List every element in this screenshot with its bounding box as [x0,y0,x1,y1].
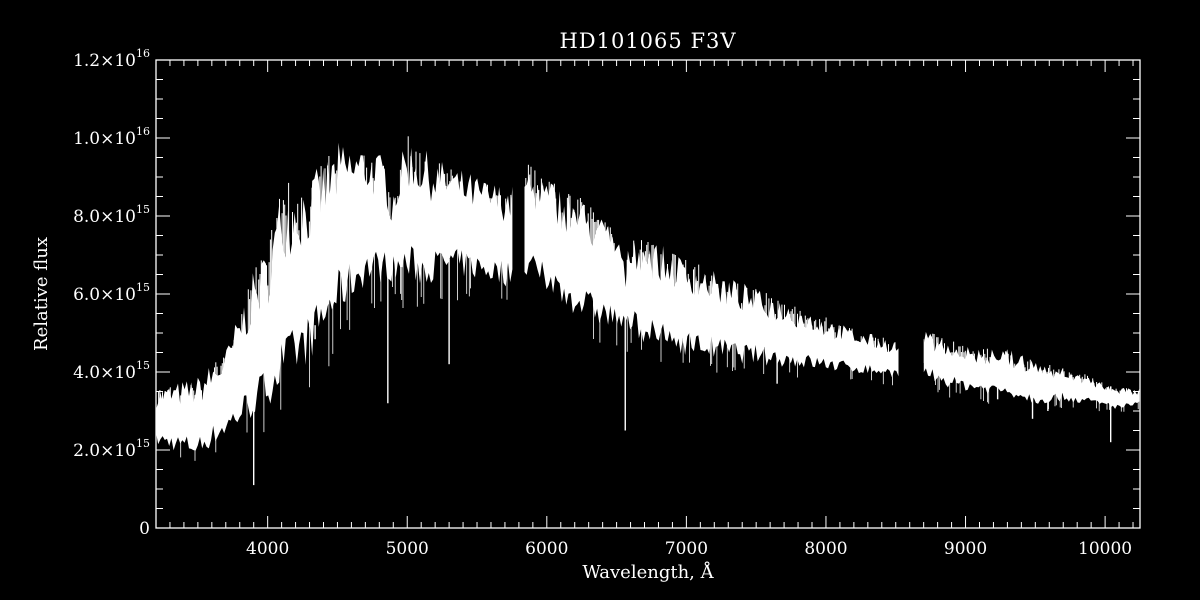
x-tick-label: 5000 [386,539,429,559]
spectrum-segment [923,331,1140,412]
y-tick-label: 1.0×1016 [73,125,150,149]
y-tick-label: 1.2×1016 [73,47,150,71]
x-axis-title: Wavelength, Å [582,561,714,583]
y-tick-label: 2.0×1015 [73,437,150,461]
x-tick-label: 10000 [1078,539,1132,559]
spectrum-body [156,142,513,451]
spectrum-segment [524,164,899,386]
y-tick-labels: 0 2.0×1015 4.0×1015 6.0×1015 8.0×1015 1.0×101… [73,47,150,539]
y-tick-label: 8.0×1015 [73,203,150,227]
y-tick-label: 0 [139,519,150,539]
x-tick-label: 6000 [525,539,568,559]
x-tick-label: 4000 [246,539,289,559]
x-tick-label: 8000 [804,539,847,559]
spectrum-gap [514,61,524,527]
x-tick-label: 9000 [944,539,987,559]
y-axis-title: Relative flux [31,237,52,351]
plot-data [155,61,1140,527]
x-tick-label: 7000 [665,539,708,559]
spectrum-gap [898,61,924,527]
y-tick-label: 4.0×1015 [73,359,150,383]
y-tick-label: 6.0×1015 [73,281,150,305]
plot-axes [155,59,1141,529]
x-tick-labels: 4000 5000 6000 7000 8000 9000 10000 [246,539,1132,559]
spectrum-segment [155,136,513,461]
chart-title: HD101065 F3V [559,29,736,53]
